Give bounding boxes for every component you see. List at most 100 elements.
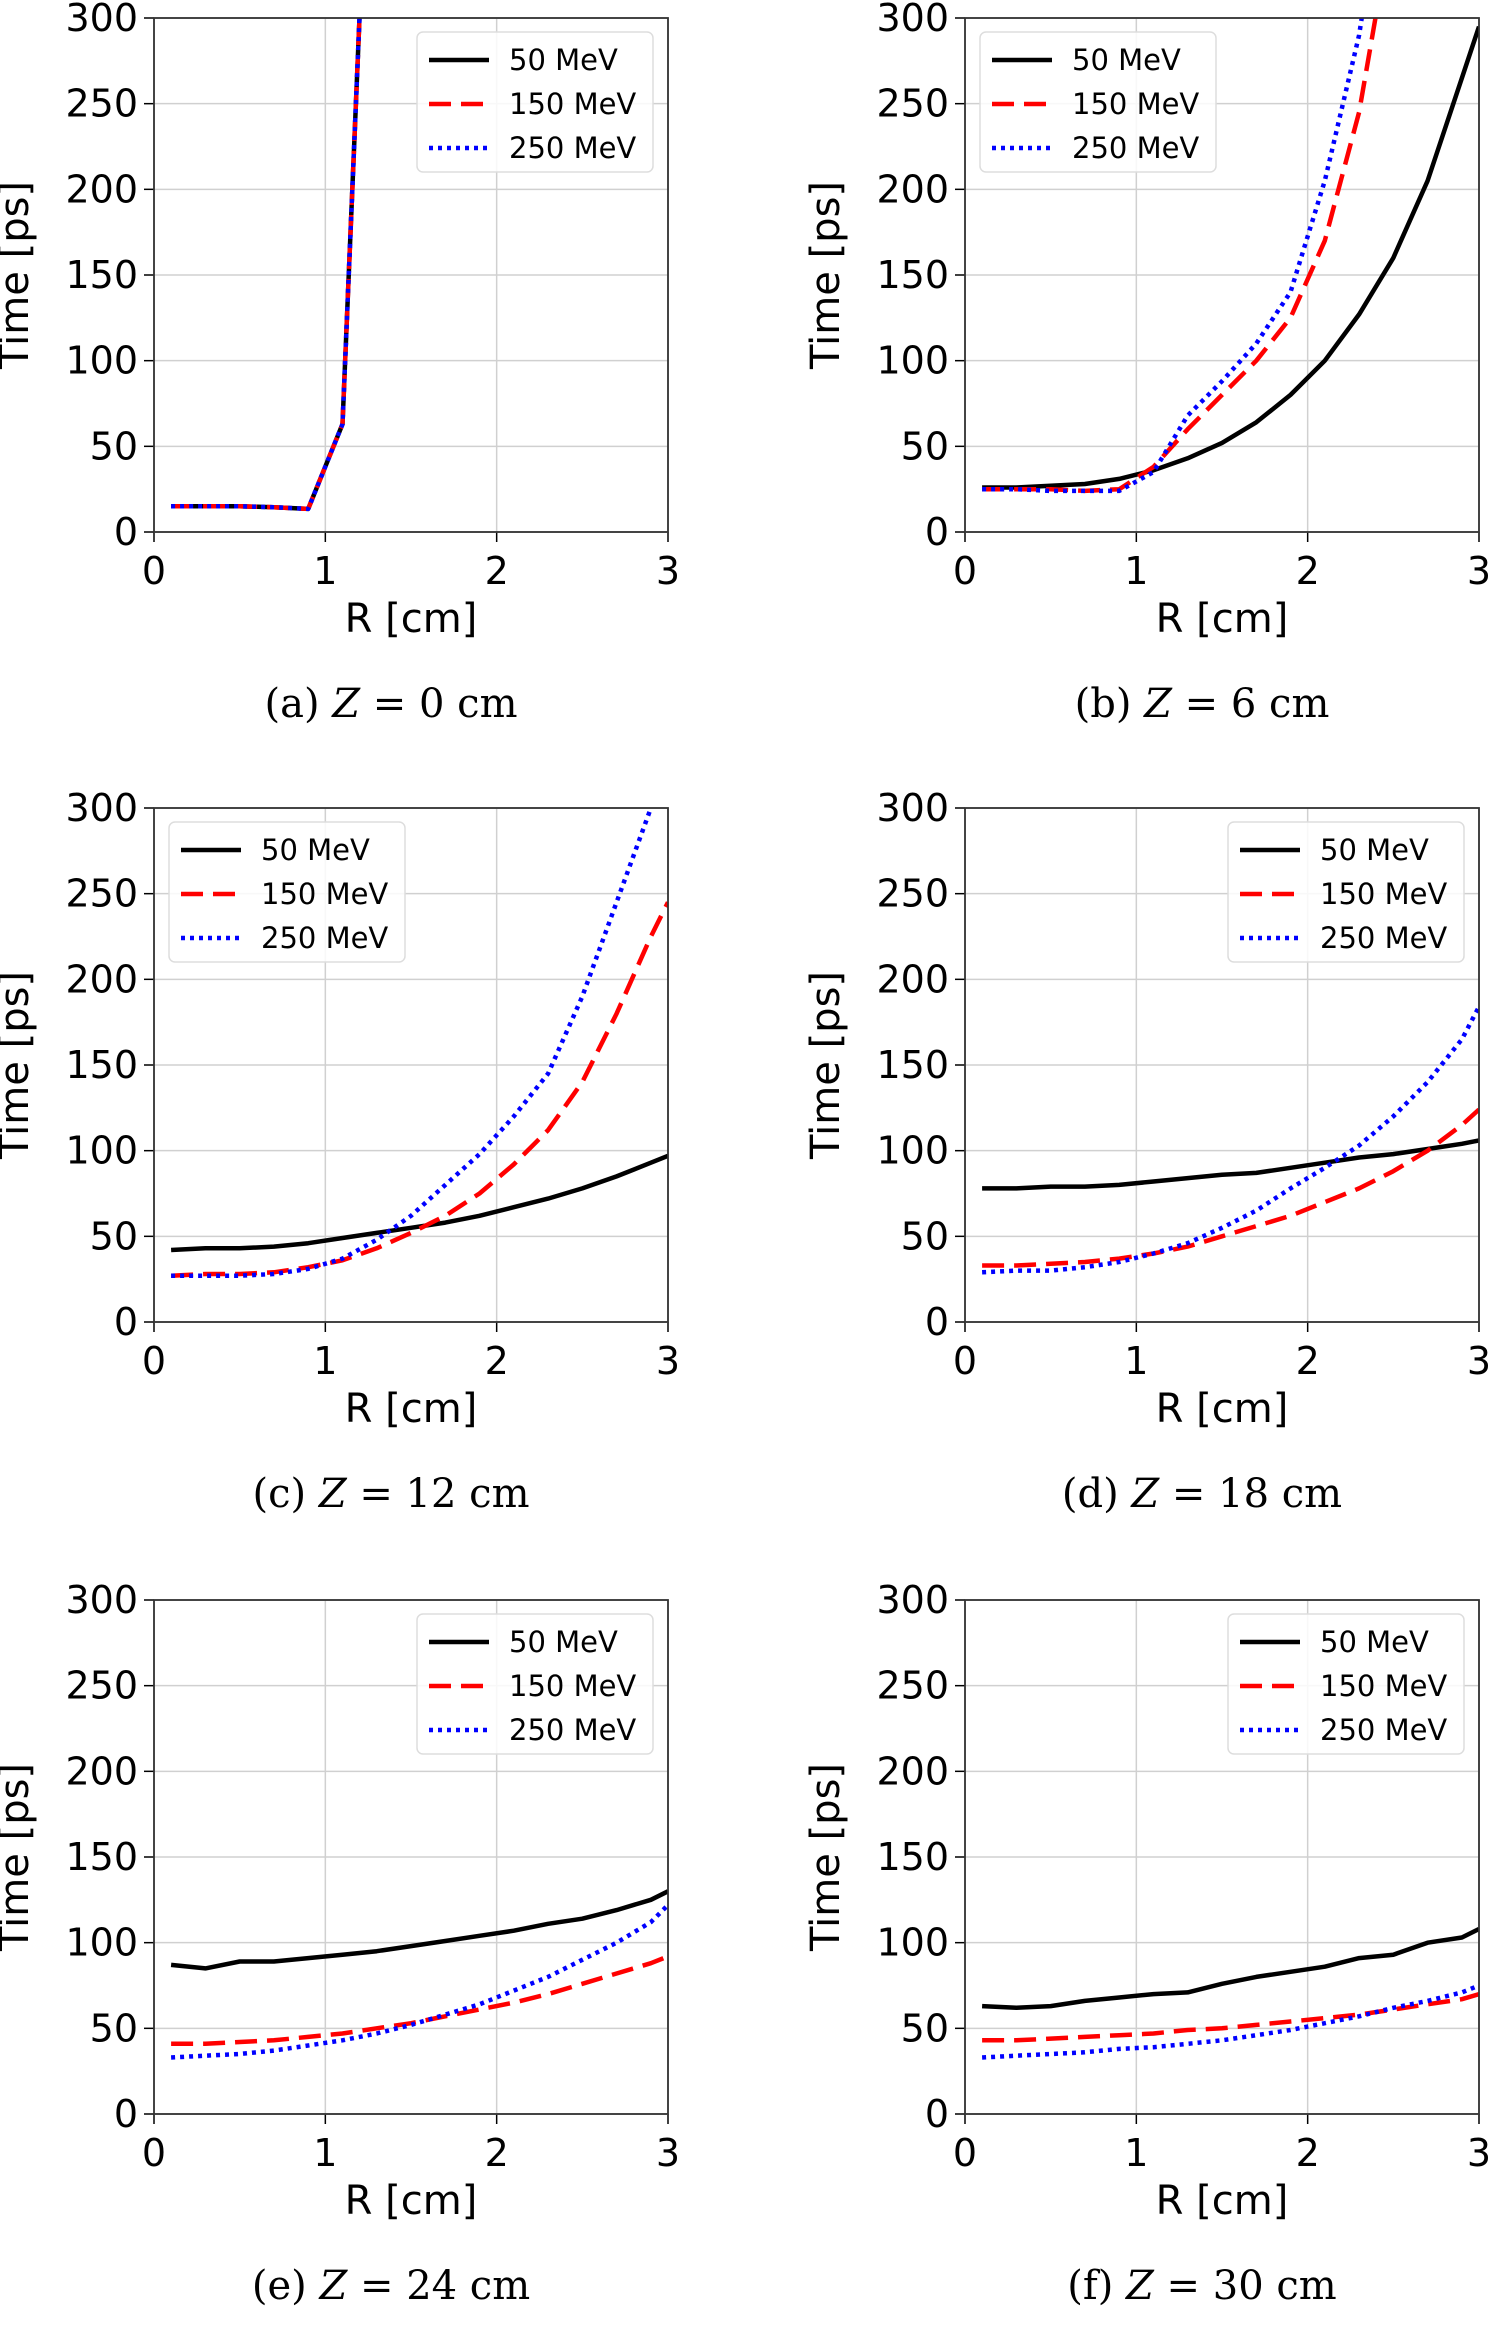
caption-value: = 18 cm	[1159, 1471, 1342, 1517]
panel-e: 0 1 2 3 0 50 100 150 200 250 300 R [cm] Time [ps] 50 …	[0, 1578, 680, 2309]
x-tick-label: 2	[1296, 1339, 1320, 1383]
y-tick-label: 200	[876, 957, 949, 1001]
x-tick-label: 0	[142, 549, 166, 593]
y-tick-label: 300	[876, 1578, 949, 1622]
series-line-50-mev	[981, 1926, 1479, 2011]
panel-caption: (b) Z = 6 cm	[1075, 681, 1330, 727]
legend-label: 150 MeV	[261, 877, 388, 911]
y-tick-label: 150	[65, 1835, 138, 1879]
y-axis-label: Time [ps]	[0, 971, 38, 1160]
caption-variable: Z	[1124, 2263, 1155, 2309]
legend-box	[1227, 1613, 1465, 1755]
x-axis-label: R [cm]	[345, 2178, 478, 2224]
x-tick-label: 2	[485, 2131, 509, 2175]
series-line-50-mev	[982, 25, 1479, 490]
y-tick-label: 150	[65, 253, 138, 297]
y-tick-label: 100	[65, 1129, 138, 1173]
x-tick-label: 0	[953, 2131, 977, 2175]
panel-caption: (d) Z = 18 cm	[1062, 1471, 1342, 1517]
caption-variable: Z	[330, 681, 361, 727]
caption-variable: Z	[1142, 681, 1173, 727]
legend-label: 50 MeV	[1320, 833, 1429, 867]
legend-label: 50 MeV	[1072, 43, 1181, 77]
legend-label: 150 MeV	[509, 1669, 636, 1703]
y-tick-label: 300	[876, 0, 949, 40]
panel-caption: (c) Z = 12 cm	[252, 1471, 529, 1517]
series-line-150-mev	[170, 901, 668, 1278]
y-tick-label: 150	[876, 1835, 949, 1879]
panel-a: 0 1 2 3 0 50 100 150 200 250 300 R [cm] Time [ps] 50 …	[0, 0, 680, 727]
legend-box	[416, 1613, 654, 1755]
legend: 50 MeV 150 MeV 250 MeV	[416, 1613, 654, 1755]
x-tick-label: 3	[1467, 1339, 1491, 1383]
y-tick-label: 0	[925, 2092, 949, 2136]
y-tick-label: 200	[65, 167, 138, 211]
caption-label: (f)	[1067, 2263, 1126, 2309]
x-axis-label: R [cm]	[1156, 1386, 1289, 1432]
caption-label: (e)	[252, 2263, 320, 2309]
caption-label: (b)	[1075, 681, 1145, 727]
legend-label: 150 MeV	[1320, 1669, 1447, 1703]
y-tick-label: 0	[925, 510, 949, 554]
y-tick-label: 0	[114, 2092, 138, 2136]
series-line-250-mev	[982, 18, 1365, 494]
panel-caption: (f) Z = 30 cm	[1067, 2263, 1336, 2309]
y-tick-label: 300	[65, 1578, 138, 1622]
x-axis-label: R [cm]	[345, 1386, 478, 1432]
caption-value: = 30 cm	[1154, 2263, 1337, 2309]
y-tick-label: 250	[876, 82, 949, 126]
caption-value: = 12 cm	[347, 1471, 530, 1517]
legend-box	[416, 31, 654, 173]
x-tick-label: 0	[953, 1339, 977, 1383]
series-line-250-mev	[981, 1005, 1479, 1275]
x-tick-label: 3	[656, 1339, 680, 1383]
y-axis-label: Time [ps]	[803, 181, 849, 370]
x-axis-label: R [cm]	[1156, 2178, 1289, 2224]
y-tick-label: 200	[876, 1749, 949, 1793]
y-tick-label: 0	[114, 510, 138, 554]
legend-label: 50 MeV	[509, 1625, 618, 1659]
caption-label: (a)	[264, 681, 332, 727]
caption-value: = 24 cm	[347, 2263, 530, 2309]
x-tick-label: 2	[485, 1339, 509, 1383]
panel-c: 0 1 2 3 0 50 100 150 200 250 300 R [cm] Time [ps] 50 …	[0, 786, 680, 1517]
panel-caption: (a) Z = 0 cm	[264, 681, 517, 727]
y-axis-label: Time [ps]	[0, 1763, 38, 1952]
legend-box	[1227, 821, 1465, 963]
y-tick-label: 250	[65, 82, 138, 126]
x-tick-label: 0	[142, 1339, 166, 1383]
plot-frame	[964, 807, 1480, 1323]
panel-f: 0 1 2 3 0 50 100 150 200 250 300 R [cm] Time [ps] 50 …	[803, 1578, 1491, 2309]
legend-label: 250 MeV	[1072, 131, 1199, 165]
y-tick-label: 200	[65, 957, 138, 1001]
legend-label: 250 MeV	[1320, 1713, 1447, 1747]
x-tick-label: 2	[1296, 2131, 1320, 2175]
y-tick-label: 100	[876, 339, 949, 383]
y-tick-label: 250	[65, 1664, 138, 1708]
legend: 50 MeV 150 MeV 250 MeV	[979, 31, 1217, 173]
legend-box	[979, 31, 1217, 173]
legend-box	[168, 821, 406, 963]
y-axis-label: Time [ps]	[803, 971, 849, 1160]
plot-frame	[964, 1599, 1480, 2115]
series-line-250-mev	[171, 808, 654, 1278]
y-tick-label: 50	[90, 1214, 138, 1258]
legend-label: 50 MeV	[509, 43, 618, 77]
legend-label: 150 MeV	[1072, 87, 1199, 121]
y-tick-label: 300	[65, 0, 138, 40]
plot-frame	[153, 17, 669, 533]
x-tick-label: 1	[1124, 1339, 1148, 1383]
legend-label: 250 MeV	[509, 1713, 636, 1747]
x-tick-label: 1	[313, 549, 337, 593]
y-tick-label: 100	[65, 339, 138, 383]
y-tick-label: 50	[901, 2006, 949, 2050]
legend-label: 150 MeV	[1320, 877, 1447, 911]
x-tick-label: 0	[953, 549, 977, 593]
series-line-50-mev	[170, 1889, 668, 1971]
series-line-150-mev	[171, 18, 362, 512]
legend-label: 250 MeV	[509, 131, 636, 165]
x-tick-label: 3	[1467, 549, 1491, 593]
x-tick-label: 0	[142, 2131, 166, 2175]
y-tick-label: 100	[65, 1921, 138, 1965]
